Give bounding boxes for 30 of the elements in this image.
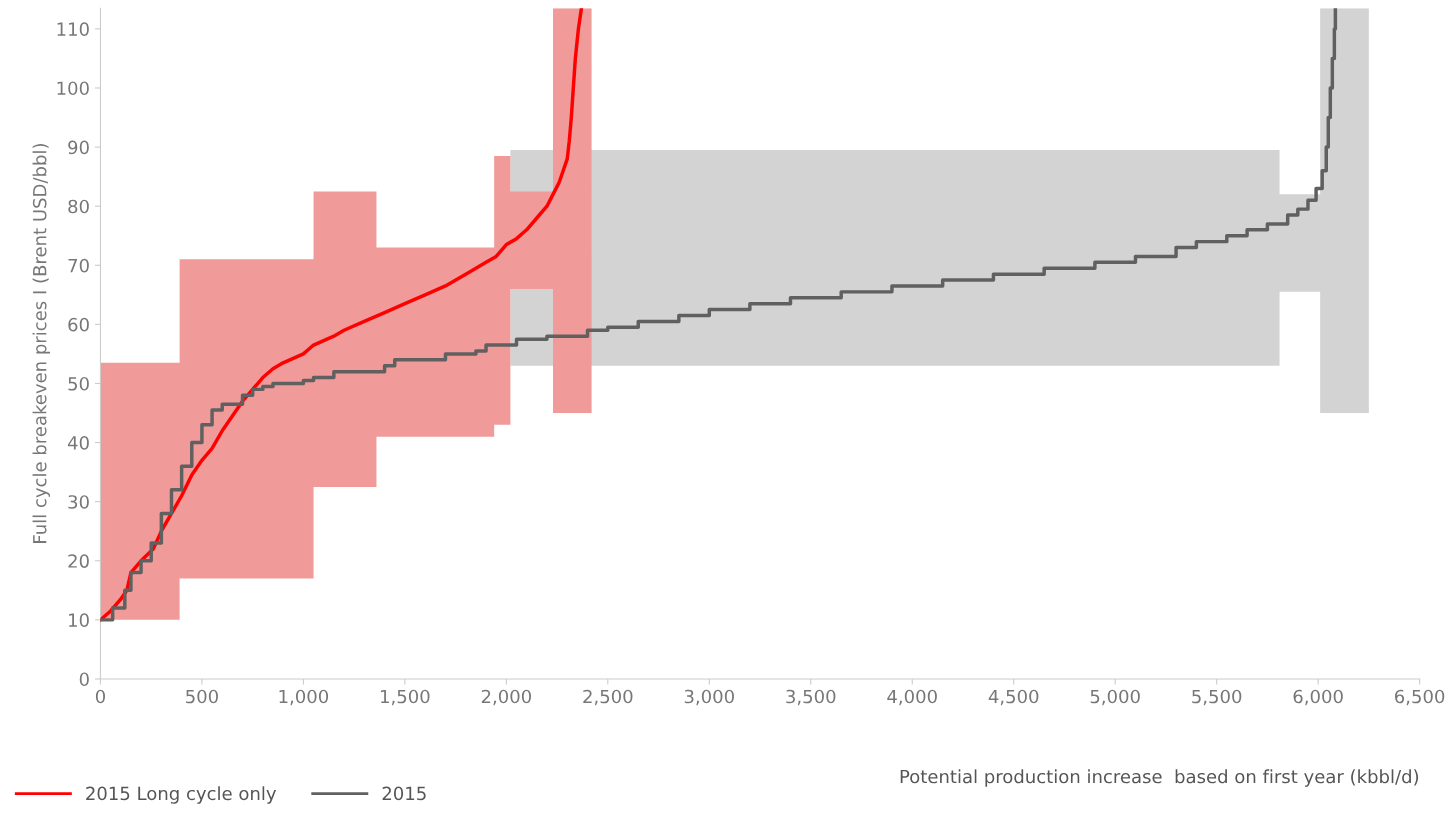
x-tick-label: 1,500 [381,689,430,706]
x-tick-label: 6,500 [1395,689,1445,706]
x-tick-label: 2,500 [583,689,633,706]
legend-label: 2015 [382,786,426,801]
y-tick-label: 50 [68,376,89,391]
x-axis-title: Potential production increase based on first year (kbbl/d) [900,769,1419,787]
y-tick-label: 40 [67,436,89,450]
y-tick-label: 80 [68,199,89,214]
x-tick-label: 4,500 [988,689,1039,706]
y-tick-label: 100 [57,81,89,96]
y-tick-label: 30 [68,495,89,509]
x-tick-label: 6,000 [1293,689,1343,706]
y-tick-label: 90 [68,140,89,155]
y-tick-label: 110 [57,22,89,36]
x-tick-label: 5,000 [1090,689,1140,706]
legend-label: 2015 Long cycle only [86,786,277,804]
x-tick-label: 0 [95,689,106,704]
x-tick-label: 4,000 [887,689,937,706]
y-axis-title: Full cycle breakeven prices I (Brent USD/bbl) [32,144,51,543]
x-tick-label: 500 [186,689,218,704]
y-tick-label: 20 [68,554,89,568]
y-tick-label: 10 [69,613,89,627]
x-tick-label: 2,000 [481,689,531,706]
y-tick-label: 0 [79,672,89,687]
x-tick-label: 5,500 [1192,689,1242,706]
x-tick-label: 1,000 [279,689,329,706]
x-tick-label: 3,000 [684,689,734,706]
y-tick-label: 60 [68,317,89,332]
x-tick-label: 3,500 [786,689,836,706]
y-tick-label: 70 [68,258,89,273]
